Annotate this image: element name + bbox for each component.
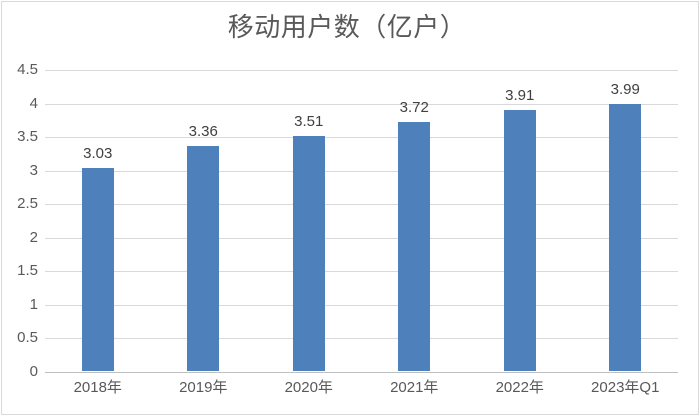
data-label: 3.72 [399,99,429,117]
data-label: 3.36 [188,123,218,141]
data-label: 3.91 [505,86,535,104]
y-axis-tick-label: 4.5 [17,61,38,78]
gridline [45,103,678,105]
y-axis-tick-label: 1.5 [17,262,38,279]
y-axis-tick-label: 3 [29,161,38,179]
bar-2021年 [398,122,431,372]
x-axis-tick-label: 2021年 [390,379,439,396]
x-axis-tick-label: 2022年 [495,379,544,396]
bar-2023年Q1 [609,104,642,372]
x-axis-tick-label: 2018年 [73,379,122,396]
data-label: 3.51 [294,113,324,131]
y-axis-tick-label: 2.5 [17,195,38,212]
y-axis-tick-label: 2 [29,228,38,246]
gridline [45,204,678,205]
gridline [45,70,678,71]
gridline [45,271,678,272]
x-axis-tick-label: 2020年 [284,379,333,396]
data-label: 3.99 [610,81,640,99]
data-label: 3.03 [83,145,113,163]
y-axis-tick-label: 0.5 [17,329,38,346]
bar-2022年 [503,109,536,372]
y-axis-tick-label: 1 [29,295,38,313]
bar-2020年 [292,136,325,372]
bar-2019年 [187,146,220,372]
chart-title: 移动用户数（亿户） [227,12,467,42]
x-axis-tick-label: 2019年 [179,379,228,396]
gridline [45,304,678,306]
x-axis-tick-label: 2023年Q1 [591,379,660,396]
bar-2018年 [81,168,114,372]
x-axis-line [45,371,678,373]
gridline [45,338,678,339]
y-axis-tick-label: 3.5 [17,128,38,145]
gridline [45,237,678,239]
y-axis-tick-label: 4 [29,94,38,112]
gridline [45,170,678,172]
gridline [45,137,678,138]
y-axis-tick-label: 0 [29,362,38,380]
